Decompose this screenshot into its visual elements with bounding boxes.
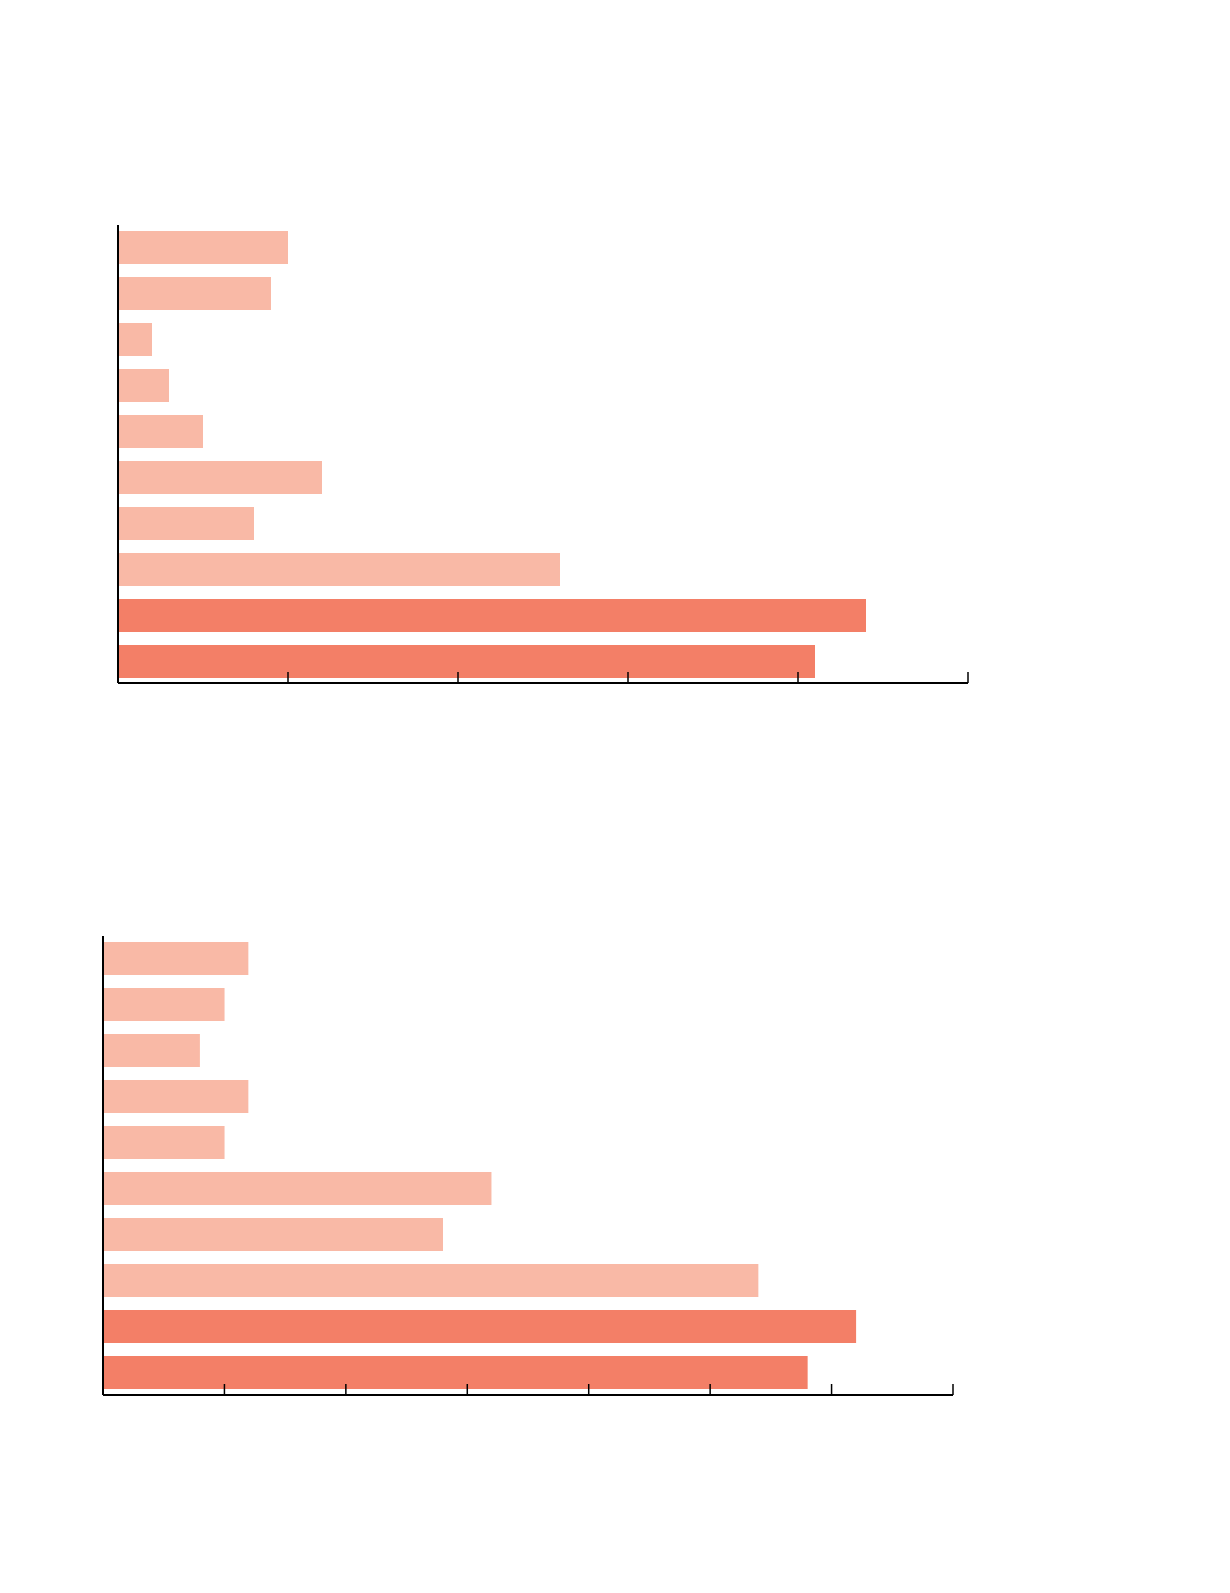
bar xyxy=(118,599,866,632)
bar xyxy=(118,277,271,310)
bar-chart-1 xyxy=(117,225,969,684)
bar xyxy=(118,323,152,356)
bar xyxy=(118,507,254,540)
bar xyxy=(103,1218,443,1251)
bar xyxy=(118,645,815,678)
bar xyxy=(103,1264,759,1297)
bar xyxy=(103,942,249,975)
bar xyxy=(118,231,288,264)
bar-chart-2 xyxy=(102,936,954,1396)
bar xyxy=(103,1172,492,1205)
bar xyxy=(103,1034,200,1067)
bar xyxy=(103,1310,857,1343)
bar xyxy=(103,1080,249,1113)
bar xyxy=(103,1126,225,1159)
bar xyxy=(118,369,169,402)
bar xyxy=(103,1356,808,1389)
bar xyxy=(118,553,560,586)
bar xyxy=(118,415,203,448)
bar xyxy=(103,988,225,1021)
bar xyxy=(118,461,322,494)
